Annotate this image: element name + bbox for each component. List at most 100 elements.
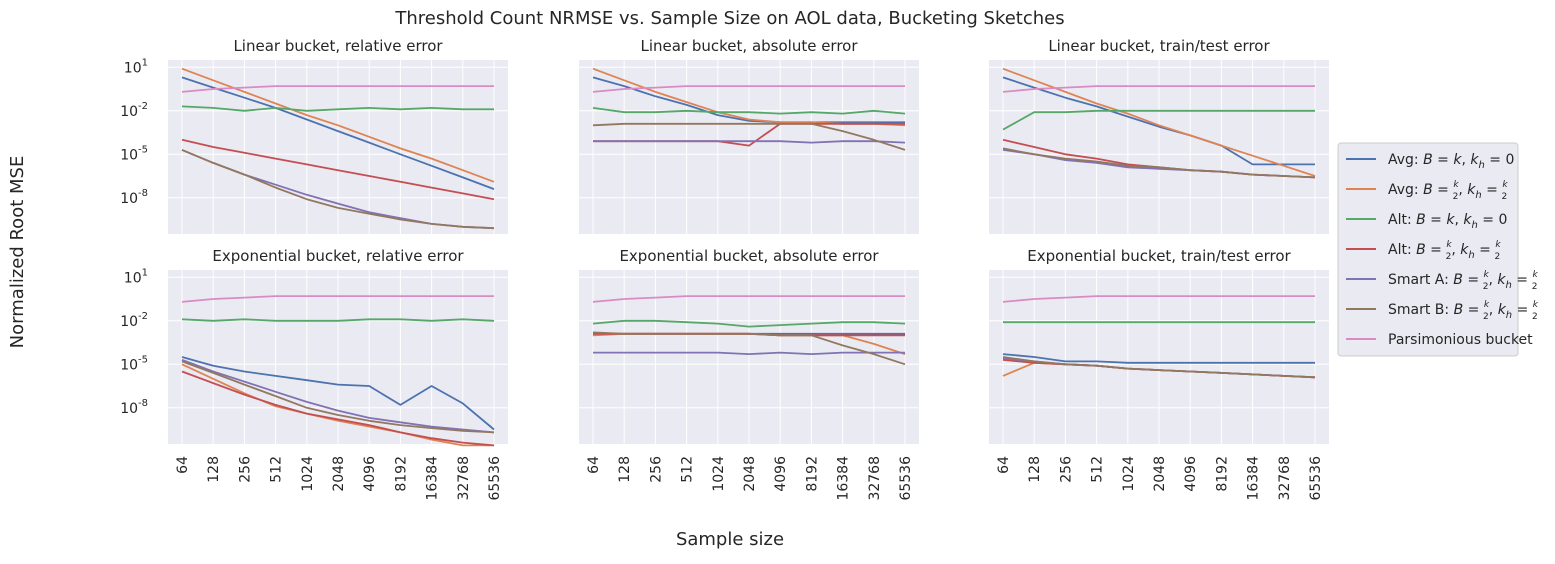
series-line-6 [181, 149, 495, 230]
x-tick-label: 32768 [1277, 456, 1293, 501]
y-tick-label: 10-2 [120, 311, 148, 330]
series-line-4 [181, 370, 495, 447]
subplot-title: Exponential bucket, absolute error [619, 247, 879, 265]
x-tick-label: 256 [1058, 456, 1074, 483]
series-line-3 [592, 319, 906, 328]
subplot-6: Exponential bucket, train/test error 64 12… [989, 247, 1329, 501]
x-tick-label: 4096 [773, 456, 789, 492]
series-line-7 [1002, 295, 1315, 303]
subplot-title: Linear bucket, relative error [233, 37, 443, 55]
series-line-7 [1002, 85, 1315, 93]
legend-label: Avg: B = k, kh = 0 [1388, 152, 1514, 171]
series-line-1 [181, 356, 495, 431]
series-line-3 [181, 105, 494, 112]
x-tick-label: 128 [617, 456, 633, 483]
series-line-5 [181, 359, 495, 434]
x-tick-label: 2048 [742, 456, 758, 492]
legend-box [1337, 142, 1519, 357]
legend-label: Parsimonious bucket [1388, 332, 1533, 348]
subplot-grid: Linear bucket, relative error 101 10-2 10-5… [120, 37, 1329, 501]
series-line-7 [181, 85, 494, 93]
subplot-5: Exponential bucket, absolute error 64 128 2… [579, 247, 919, 501]
x-tick-label: 2048 [331, 456, 347, 492]
series-line-6 [181, 360, 495, 434]
subplot-4: Exponential bucket, relative error 101 10-… [120, 247, 508, 501]
series-line-4 [181, 138, 495, 201]
x-tick-label: 1024 [300, 456, 316, 492]
series-line-5 [593, 140, 906, 144]
subplot-3: Linear bucket, train/test error [989, 37, 1329, 234]
subplot-1: Linear bucket, relative error 101 10-2 10-5… [120, 37, 508, 234]
series-line-5 [593, 351, 905, 356]
series-line-7 [592, 85, 905, 93]
series-line-6 [592, 122, 906, 151]
x-tick-label: 8192 [393, 456, 409, 492]
legend-entry-7: Parsimonious bucket [1346, 332, 1533, 348]
x-tick-label: 32768 [456, 456, 472, 501]
figure-xlabel: Sample size [676, 529, 784, 550]
x-tick-label: 1024 [711, 456, 727, 492]
x-tick-label: 16384 [836, 456, 852, 501]
x-tick-label: 8192 [1214, 456, 1230, 492]
y-tick-label: 10-2 [120, 101, 148, 120]
series-line-7 [181, 295, 494, 303]
x-tick-label: 512 [680, 456, 696, 483]
subplot-title: Linear bucket, train/test error [1048, 37, 1270, 55]
series-line-6 [1002, 147, 1316, 179]
series-line-3 [592, 107, 906, 115]
legend-entry-1: Avg: B = k, kh = 0 [1346, 152, 1514, 171]
legend: Avg: B = k, kh = 0 Avg: B = k 2, kh = k 2 Al… [1337, 142, 1539, 357]
series-line-6 [1002, 356, 1316, 379]
y-tick-label: 101 [124, 57, 148, 76]
x-tick-label: 32768 [867, 456, 883, 501]
series-line-3 [181, 318, 495, 322]
y-tick-label: 10-8 [120, 188, 148, 207]
x-tick-label: 16384 [1246, 456, 1262, 501]
series-line-1 [1002, 76, 1315, 166]
x-tick-label: 64 [586, 456, 602, 474]
subplot-title: Exponential bucket, train/test error [1027, 247, 1291, 265]
subplot-title: Exponential bucket, relative error [212, 247, 464, 265]
x-tick-label: 512 [269, 456, 285, 483]
series-line-1 [1002, 353, 1315, 364]
y-tick-label: 101 [124, 267, 148, 286]
x-tick-label: 256 [237, 456, 253, 483]
series-line-3 [1002, 109, 1315, 131]
x-tick-label: 256 [648, 456, 664, 483]
legend-entry-3: Alt: B = k, kh = 0 [1346, 212, 1507, 231]
x-tick-label: 1024 [1121, 456, 1137, 492]
x-tick-label: 64 [175, 456, 191, 474]
x-tick-label: 65536 [1308, 456, 1324, 501]
subplot-2: Linear bucket, absolute error [579, 37, 919, 234]
series-line-2 [181, 363, 494, 447]
x-tick-label: 65536 [487, 456, 503, 501]
series-line-1 [181, 76, 495, 190]
x-tick-label: 65536 [898, 456, 914, 501]
series-line-1 [592, 76, 905, 124]
legend-label: Alt: B = k, kh = 0 [1388, 212, 1507, 231]
x-tick-label: 4096 [1183, 456, 1199, 492]
x-tick-label: 4096 [362, 456, 378, 492]
y-tick-label: 10-5 [120, 144, 148, 163]
series-line-6 [592, 331, 906, 366]
y-tick-label: 10-8 [120, 398, 148, 417]
x-tick-label: 128 [206, 456, 222, 483]
figure-ylabel: Normalized Root MSE [7, 156, 28, 349]
y-tick-label: 10-5 [120, 354, 148, 373]
subplot-title: Linear bucket, absolute error [640, 37, 858, 55]
series-line-7 [592, 295, 905, 303]
x-tick-label: 8192 [804, 456, 820, 492]
x-tick-label: 64 [996, 456, 1012, 474]
x-tick-label: 2048 [1152, 456, 1168, 492]
x-tick-label: 16384 [425, 456, 441, 501]
